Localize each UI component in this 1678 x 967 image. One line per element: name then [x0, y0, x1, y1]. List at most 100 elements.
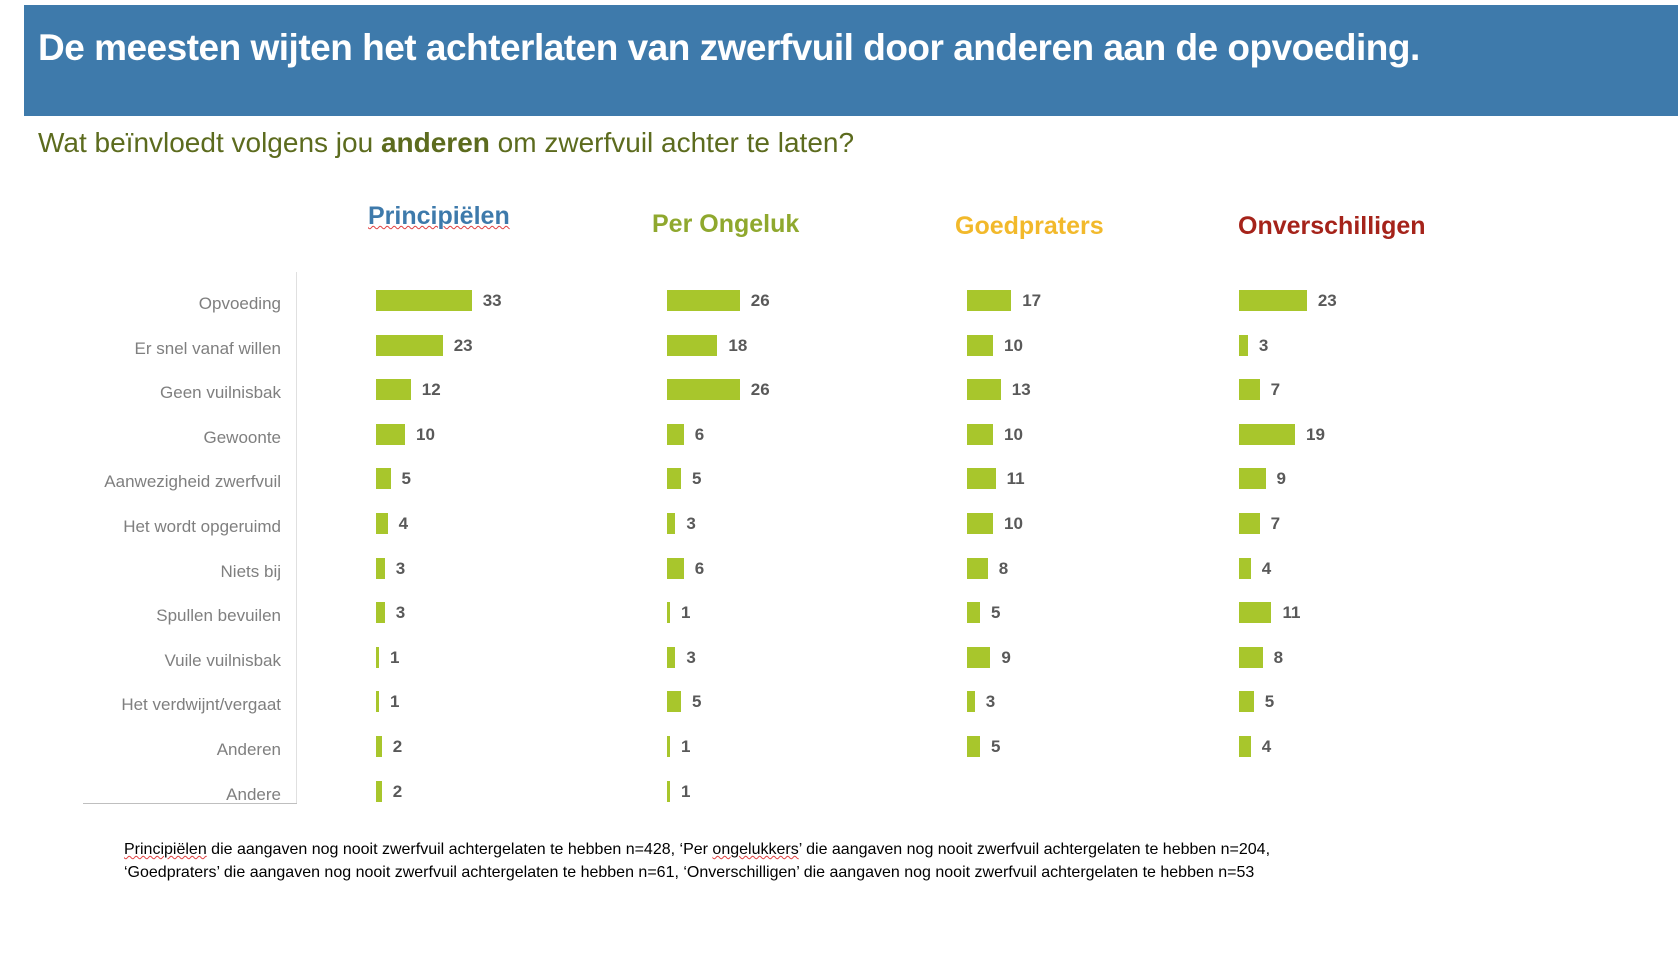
data-label: 3	[985, 692, 996, 712]
data-label: 9	[1001, 647, 1011, 667]
data-label: 11	[1282, 603, 1301, 623]
category-label: Andere	[226, 784, 281, 804]
bar	[967, 334, 993, 356]
subtitle-emphasis: anderen	[380, 127, 490, 158]
bar	[1239, 423, 1296, 445]
bar	[967, 290, 1012, 311]
bar	[376, 557, 385, 579]
bar	[1239, 602, 1272, 624]
data-label: 26	[750, 291, 770, 310]
bar	[376, 646, 379, 668]
data-label: 17	[1022, 291, 1042, 310]
subtitle-text-end: om zwerfvuil achter te laten?	[489, 127, 855, 158]
bar	[667, 513, 676, 534]
data-label: 3	[1258, 335, 1269, 355]
subtitle-text: Wat beïnvloedt volgens jou	[38, 127, 381, 158]
bar	[967, 379, 1001, 401]
data-label: 19	[1306, 424, 1325, 444]
bar	[667, 557, 684, 579]
bar	[967, 646, 991, 668]
bar	[667, 334, 718, 356]
bar	[1239, 468, 1266, 490]
data-label: 3	[395, 558, 406, 578]
category-label: Het verdwijnt/vergaat	[121, 695, 281, 715]
data-label: 6	[694, 558, 705, 578]
data-label: 5	[991, 603, 1001, 623]
data-label: 1	[390, 647, 400, 667]
category-label: Het wordt opgeruimd	[123, 517, 281, 536]
bar	[376, 780, 382, 802]
category-label: Vuile vuilnisbak	[164, 650, 281, 670]
category-label: Aanwezigheid zwerfvuil	[104, 472, 281, 492]
footnote-term: Principiëlen	[124, 841, 207, 858]
data-label: 9	[1276, 469, 1287, 489]
series-title: Principiëlen	[368, 202, 510, 230]
bar	[1239, 513, 1260, 534]
data-label: 3	[686, 647, 696, 667]
data-label: 1	[390, 692, 400, 712]
bar	[667, 379, 740, 401]
bar	[376, 736, 382, 757]
data-label: 1	[681, 781, 691, 801]
data-label: 1	[681, 603, 691, 623]
bar	[667, 780, 670, 802]
data-label: 4	[398, 514, 409, 533]
category-label: Spullen bevuilen	[156, 606, 281, 626]
data-label: 5	[692, 469, 702, 489]
bar	[376, 423, 405, 445]
bar	[667, 468, 681, 490]
axis-baseline	[83, 803, 297, 804]
footnote-term: ongelukkers	[712, 841, 799, 858]
data-label: 4	[1261, 737, 1272, 756]
bar	[1239, 736, 1251, 757]
data-label: 6	[694, 424, 705, 444]
bar	[967, 423, 993, 445]
bar	[667, 423, 684, 445]
bar	[1239, 334, 1248, 356]
category-label: Geen vuilnisbak	[160, 383, 281, 403]
data-label: 4	[1261, 558, 1272, 578]
category-label: Anderen	[216, 740, 281, 759]
bar	[1239, 557, 1251, 579]
series-title: Per Ongeluk	[652, 210, 800, 238]
bar	[1239, 691, 1254, 713]
bar	[376, 334, 443, 356]
footnote: Principiëlen die aangaven nog nooit zwer…	[124, 838, 1270, 884]
bar	[967, 736, 980, 757]
series-title: Goedpraters	[955, 212, 1104, 240]
data-label: 23	[453, 335, 473, 355]
bar	[1239, 646, 1263, 668]
footnote-text: die aangaven nog nooit zwerfvuil achterg…	[206, 841, 713, 858]
data-label: 8	[1273, 647, 1284, 667]
bar	[667, 646, 676, 668]
data-label: 7	[1270, 380, 1281, 400]
category-label: Opvoeding	[198, 294, 281, 313]
data-label: 10	[1004, 335, 1023, 355]
bar	[667, 290, 740, 311]
data-label: 2	[392, 737, 403, 756]
bar	[967, 557, 988, 579]
bar	[667, 691, 681, 713]
data-label: 33	[482, 291, 502, 310]
data-label: 1	[681, 737, 691, 756]
category-label: Gewoonte	[203, 427, 282, 447]
data-label: 8	[998, 558, 1009, 578]
bar	[667, 736, 670, 757]
data-label: 5	[991, 737, 1001, 756]
category-label: Er snel vanaf willen	[134, 338, 281, 358]
bar	[376, 513, 388, 534]
bar	[376, 290, 472, 311]
slide-subtitle: Wat beïnvloedt volgens jou anderen om zw…	[38, 127, 854, 159]
data-label: 3	[395, 603, 406, 623]
data-label: 5	[692, 692, 702, 712]
data-label: 10	[1004, 424, 1023, 444]
data-label: 7	[1270, 514, 1281, 533]
data-label: 18	[728, 335, 748, 355]
footnote-line-2: ‘Goedpraters’ die aangaven nog nooit zwe…	[124, 864, 1255, 881]
bar	[376, 602, 385, 624]
data-label: 10	[416, 424, 435, 444]
data-label: 3	[686, 514, 696, 533]
bar	[1239, 379, 1260, 401]
bar	[967, 513, 993, 534]
data-label: 5	[1264, 692, 1275, 712]
